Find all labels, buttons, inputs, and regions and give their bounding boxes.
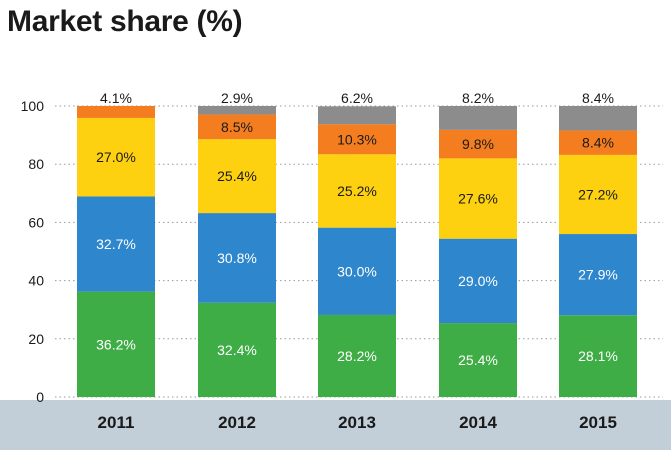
x-axis-ticks: 2011 2012 2013 2014 2015 xyxy=(98,413,617,432)
bar-segment xyxy=(318,314,396,397)
y-tick-label: 40 xyxy=(28,273,44,289)
y-tick-label: 60 xyxy=(28,214,44,230)
bar-segment xyxy=(318,124,396,155)
bar-segment xyxy=(77,291,155,397)
data-label: 30.8% xyxy=(217,250,257,266)
bar-segment xyxy=(439,106,517,130)
data-label: 27.0% xyxy=(96,149,136,165)
top-data-label: 6.2% xyxy=(341,90,373,106)
top-data-label: 8.4% xyxy=(582,90,614,106)
y-tick-label: 80 xyxy=(28,156,44,172)
data-label: 32.4% xyxy=(217,342,257,358)
bar-segment xyxy=(559,106,637,131)
bars: 36.2% 32.7% 27.0% 4.1% 32.4% 30.8% 25.4% 8.5% 2.… xyxy=(77,90,637,397)
top-data-label: 8.2% xyxy=(462,90,494,106)
bar-segment xyxy=(559,154,637,235)
bar-segment xyxy=(439,238,517,324)
data-label: 29.0% xyxy=(458,273,498,289)
data-label: 28.2% xyxy=(337,348,377,364)
bar-segment xyxy=(439,158,517,239)
x-tick-label: 2015 xyxy=(579,413,617,432)
x-tick-label: 2012 xyxy=(218,413,256,432)
bar-segment xyxy=(559,130,637,155)
data-label: 27.9% xyxy=(578,267,618,283)
bar-segment xyxy=(559,315,637,397)
data-label: 8.4% xyxy=(582,135,614,151)
bar-segment xyxy=(439,129,517,159)
bar-segment xyxy=(198,139,276,214)
data-label: 9.8% xyxy=(462,136,494,152)
x-tick-label: 2013 xyxy=(338,413,376,432)
bar-segment xyxy=(77,117,155,197)
top-data-label: 2.9% xyxy=(221,90,253,106)
data-label: 8.5% xyxy=(221,119,253,135)
x-axis-band xyxy=(0,400,671,450)
data-label: 10.3% xyxy=(337,131,377,147)
bar-segment xyxy=(318,106,396,125)
bar-segment xyxy=(318,227,396,315)
bar-segment xyxy=(318,154,396,228)
data-label: 25.4% xyxy=(458,352,498,368)
data-label: 27.2% xyxy=(578,186,618,202)
chart-title: Market share (%) xyxy=(7,5,243,38)
data-label: 25.4% xyxy=(217,168,257,184)
data-label: 27.6% xyxy=(458,191,498,207)
data-label: 28.1% xyxy=(578,348,618,364)
x-tick-label: 2014 xyxy=(459,413,497,432)
y-tick-label: 20 xyxy=(28,331,44,347)
y-tick-label: 100 xyxy=(21,98,45,114)
bar-segment xyxy=(77,106,155,118)
y-tick-label: 0 xyxy=(36,389,44,405)
data-label: 32.7% xyxy=(96,236,136,252)
y-axis-ticks: 0 20 40 60 80 100 xyxy=(21,98,45,405)
data-label: 25.2% xyxy=(337,183,377,199)
bar-segment xyxy=(198,213,276,303)
bar-segment xyxy=(198,114,276,140)
bar-segment xyxy=(559,234,637,316)
x-tick-label: 2011 xyxy=(98,413,135,432)
bar-segment xyxy=(198,106,276,115)
data-label: 36.2% xyxy=(96,336,136,352)
bar-segment xyxy=(77,196,155,292)
bar-segment xyxy=(198,302,276,397)
data-label: 30.0% xyxy=(337,263,377,279)
top-data-label: 4.1% xyxy=(100,90,132,106)
bar-segment xyxy=(439,323,517,397)
